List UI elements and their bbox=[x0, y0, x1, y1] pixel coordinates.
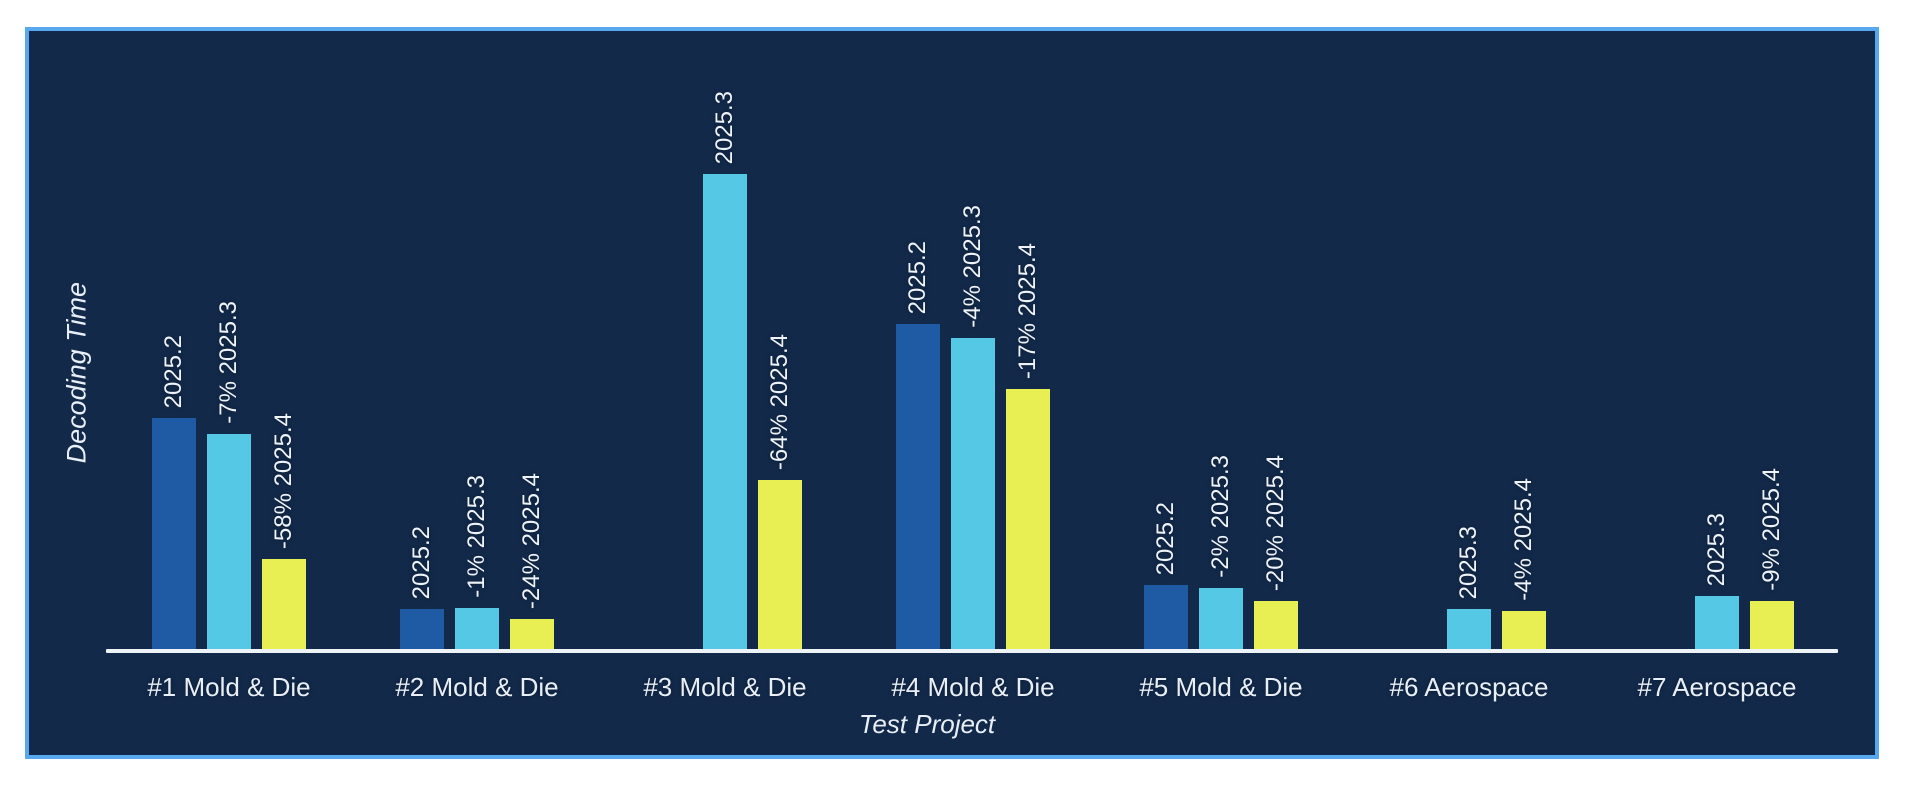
bar-value-label: 2025.2 bbox=[904, 240, 931, 314]
bar-value-label: -4% 2025.4 bbox=[1510, 478, 1537, 601]
x-category-label: #2 Mold & Die bbox=[395, 672, 559, 702]
bar-value-label: -7% 2025.3 bbox=[215, 301, 242, 424]
bar-series-2025.3 bbox=[1695, 596, 1739, 649]
x-category-label: #4 Mold & Die bbox=[891, 672, 1055, 702]
bar-series-2025.4 bbox=[1750, 601, 1794, 649]
plot-area: Decoding Time Test Project #1 Mold & Die… bbox=[29, 31, 1875, 755]
bar-series-2025.3 bbox=[207, 434, 251, 649]
bar-series-2025.3 bbox=[455, 608, 499, 649]
bar-series-2025.4 bbox=[262, 559, 306, 649]
x-category-label: #6 Aerospace bbox=[1389, 672, 1549, 702]
bar-value-label: 2025.3 bbox=[711, 90, 738, 164]
x-category-label: #1 Mold & Die bbox=[147, 672, 311, 702]
x-axis-line bbox=[106, 649, 1838, 653]
bar-series-2025.3 bbox=[951, 338, 995, 649]
bar-value-label: 2025.3 bbox=[1703, 512, 1730, 586]
x-category-label: #7 Aerospace bbox=[1637, 672, 1797, 702]
x-category-label: #5 Mold & Die bbox=[1139, 672, 1303, 702]
bar-series-2025.4 bbox=[1006, 389, 1050, 649]
bar-value-label: -2% 2025.3 bbox=[1207, 455, 1234, 578]
bar-value-label: -1% 2025.3 bbox=[463, 475, 490, 598]
bar-series-2025.3 bbox=[703, 174, 747, 649]
bar-value-label: -58% 2025.4 bbox=[270, 412, 297, 549]
bar-series-2025.3 bbox=[1447, 609, 1491, 649]
bar-value-label: -9% 2025.4 bbox=[1758, 468, 1785, 591]
bar-value-label: -17% 2025.4 bbox=[1014, 242, 1041, 379]
bar-value-label: -24% 2025.4 bbox=[518, 472, 545, 609]
y-axis-title: Decoding Time bbox=[61, 281, 92, 463]
bar-value-label: -20% 2025.4 bbox=[1262, 454, 1289, 591]
bar-series-2025.3 bbox=[1199, 588, 1243, 649]
bar-series-2025.4 bbox=[758, 480, 802, 649]
chart-panel: Decoding Time Test Project #1 Mold & Die… bbox=[25, 27, 1879, 759]
bar-series-2025.4 bbox=[1502, 611, 1546, 649]
bar-value-label: 2025.2 bbox=[408, 525, 435, 599]
bar-value-label: 2025.3 bbox=[1455, 525, 1482, 599]
bar-series-2025.2 bbox=[152, 418, 196, 649]
bar-series-2025.4 bbox=[510, 619, 554, 649]
bar-value-label: -64% 2025.4 bbox=[766, 333, 793, 470]
bar-series-2025.2 bbox=[1144, 585, 1188, 649]
bar-value-label: -4% 2025.3 bbox=[959, 205, 986, 328]
bar-series-2025.2 bbox=[896, 324, 940, 649]
bar-value-label: 2025.2 bbox=[1152, 501, 1179, 575]
x-axis-title: Test Project bbox=[858, 709, 996, 739]
x-category-label: #3 Mold & Die bbox=[643, 672, 807, 702]
bar-series-2025.2 bbox=[400, 609, 444, 649]
bar-series-2025.4 bbox=[1254, 601, 1298, 649]
bar-value-label: 2025.2 bbox=[160, 334, 187, 408]
